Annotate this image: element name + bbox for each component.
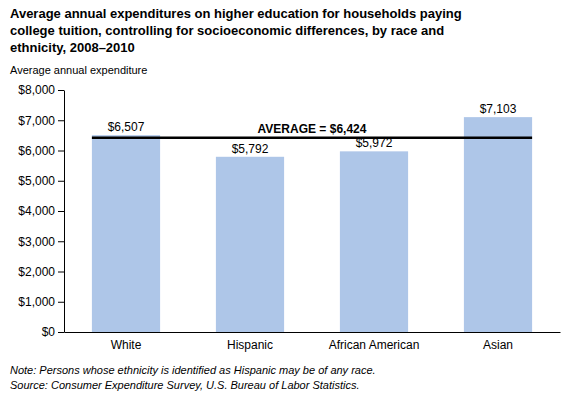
tick: $3,000: [18, 235, 64, 249]
tick: $1,000: [18, 295, 64, 309]
title-group: Average annual expenditures on higher ed…: [10, 6, 462, 55]
x-axis: White Hispanic African American Asian: [65, 333, 561, 352]
tick-label: African American: [329, 338, 420, 352]
tick-label: $5,000: [18, 174, 55, 188]
axis-line: [64, 91, 65, 333]
tick: $8,000: [18, 83, 64, 97]
tick: White: [111, 338, 142, 352]
tick-mark: [58, 90, 64, 91]
tick-mark: [58, 241, 64, 242]
tick-mark: [58, 302, 64, 303]
tick-mark: [58, 120, 64, 121]
bar: [340, 151, 408, 332]
tick: $7,000: [18, 114, 64, 128]
title: Average annual expenditures on higher ed…: [10, 6, 462, 21]
tick-label: Asian: [483, 338, 513, 352]
tick-label: $1,000: [18, 295, 55, 309]
plot-area: [92, 117, 532, 332]
data-label: $7,103: [480, 102, 517, 116]
tick: $4,000: [18, 204, 64, 218]
bar: [216, 157, 284, 332]
tick-mark: [58, 272, 64, 273]
title: ethnicity, 2008–2010: [10, 40, 135, 55]
tick: $0: [42, 325, 64, 339]
tick-mark: [58, 211, 64, 212]
axis-line: [65, 332, 561, 333]
y-axis: $0 $1,000 $2,000 $3,000 $4,000 $5,000 $6,000 $7…: [18, 83, 64, 339]
tick: Asian: [483, 338, 513, 352]
tick-label: $3,000: [18, 235, 55, 249]
note: Source: Consumer Expenditure Survey, U.S…: [10, 379, 360, 391]
tick-mark: [58, 181, 64, 182]
tick-label: $7,000: [18, 114, 55, 128]
tick: Hispanic: [227, 338, 273, 352]
bar: [92, 135, 160, 332]
tick: $2,000: [18, 265, 64, 279]
tick: African American: [329, 338, 420, 352]
bar: [464, 117, 532, 332]
data-label: $5,972: [356, 136, 393, 150]
data-label: $6,507: [108, 120, 145, 134]
tick-mark: [58, 332, 64, 333]
average-label: AVERAGE = $6,424: [258, 122, 367, 136]
tick-label: $8,000: [18, 83, 55, 97]
tick-mark: [58, 151, 64, 152]
tick-label: $6,000: [18, 144, 55, 158]
note: Note: Persons whose ethnicity is identif…: [10, 364, 376, 376]
data-label: $5,792: [232, 142, 269, 156]
data-labels: $6,507 $5,792 $5,972 $7,103: [108, 102, 517, 156]
tick: $5,000: [18, 174, 64, 188]
title: college tuition, controlling for socioec…: [10, 23, 444, 38]
tick-label: $4,000: [18, 204, 55, 218]
tick-label: $0: [42, 325, 56, 339]
average-line: [92, 136, 532, 139]
y-axis-title: Average annual expenditure: [10, 64, 147, 76]
chart: Average annual expenditures on higher ed…: [0, 0, 580, 400]
tick-label: $2,000: [18, 265, 55, 279]
tick-label: White: [111, 338, 142, 352]
tick-label: Hispanic: [227, 338, 273, 352]
tick: $6,000: [18, 144, 64, 158]
